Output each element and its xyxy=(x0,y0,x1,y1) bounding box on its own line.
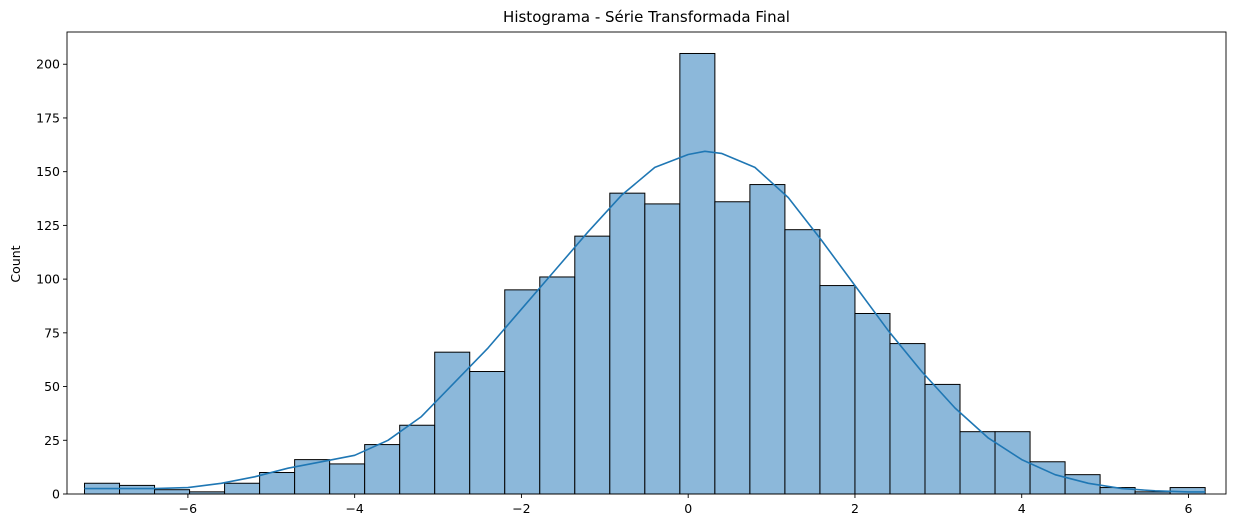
histogram-bar-25 xyxy=(959,431,996,495)
histogram-bar-13 xyxy=(539,276,576,495)
chart-title: Histograma - Série Transformada Final xyxy=(503,8,790,26)
x-tick-label: −2 xyxy=(512,501,530,516)
histogram-bar-8 xyxy=(364,444,401,495)
histogram-bar-21 xyxy=(819,285,856,495)
plot-area-frame xyxy=(66,31,1227,495)
histogram-bar-4 xyxy=(224,482,261,495)
y-tick-label: 75 xyxy=(44,325,60,340)
y-tick-label: 50 xyxy=(44,379,60,394)
x-tick-label: −6 xyxy=(179,501,197,516)
histogram-bar-9 xyxy=(399,424,436,495)
y-tick-label: 25 xyxy=(44,433,60,448)
y-tick-label: 200 xyxy=(36,57,60,72)
y-tick-label: 100 xyxy=(36,272,60,287)
histogram-bar-23 xyxy=(889,343,926,495)
y-tick-label: 0 xyxy=(52,487,60,502)
histogram-bar-18 xyxy=(714,201,751,495)
x-tick-label: 2 xyxy=(851,501,859,516)
y-axis-ticks: 0 25 50 75 100 125 150 175 200 xyxy=(36,57,67,502)
histogram-bar-27 xyxy=(1029,461,1066,495)
histogram-bar-24 xyxy=(924,383,961,495)
x-tick-label: 0 xyxy=(684,501,692,516)
histogram-bar-17 xyxy=(679,52,716,495)
x-axis-ticks: −6 −4 −2 0 2 4 6 xyxy=(179,494,1193,516)
histogram-bar-11 xyxy=(469,371,506,495)
x-tick-label: 6 xyxy=(1185,501,1193,516)
y-tick-label: 150 xyxy=(36,164,60,179)
y-axis-label: Count xyxy=(8,245,23,282)
histogram-bar-22 xyxy=(854,312,891,495)
histogram-bar-6 xyxy=(294,459,331,495)
histogram-bar-5 xyxy=(259,472,296,495)
x-tick-label: 4 xyxy=(1018,501,1026,516)
histogram-bar-12 xyxy=(504,289,541,495)
histogram-bar-2 xyxy=(154,489,191,495)
histogram-bar-20 xyxy=(784,229,821,495)
y-tick-label: 175 xyxy=(36,110,60,125)
y-tick-label: 125 xyxy=(36,218,60,233)
histogram-bar-16 xyxy=(644,203,681,495)
histogram-bar-19 xyxy=(749,184,786,495)
kde-curve xyxy=(84,150,1206,493)
histogram-bar-10 xyxy=(434,351,471,495)
histogram-bar-1 xyxy=(119,484,156,495)
histogram-bar-26 xyxy=(994,431,1031,495)
histogram-bar-15 xyxy=(609,192,646,495)
histogram-bars xyxy=(84,52,1206,495)
histogram-bar-7 xyxy=(329,463,366,495)
x-tick-label: −4 xyxy=(345,501,363,516)
histogram-bar-14 xyxy=(574,235,611,495)
kde-curve-group xyxy=(84,150,1206,493)
